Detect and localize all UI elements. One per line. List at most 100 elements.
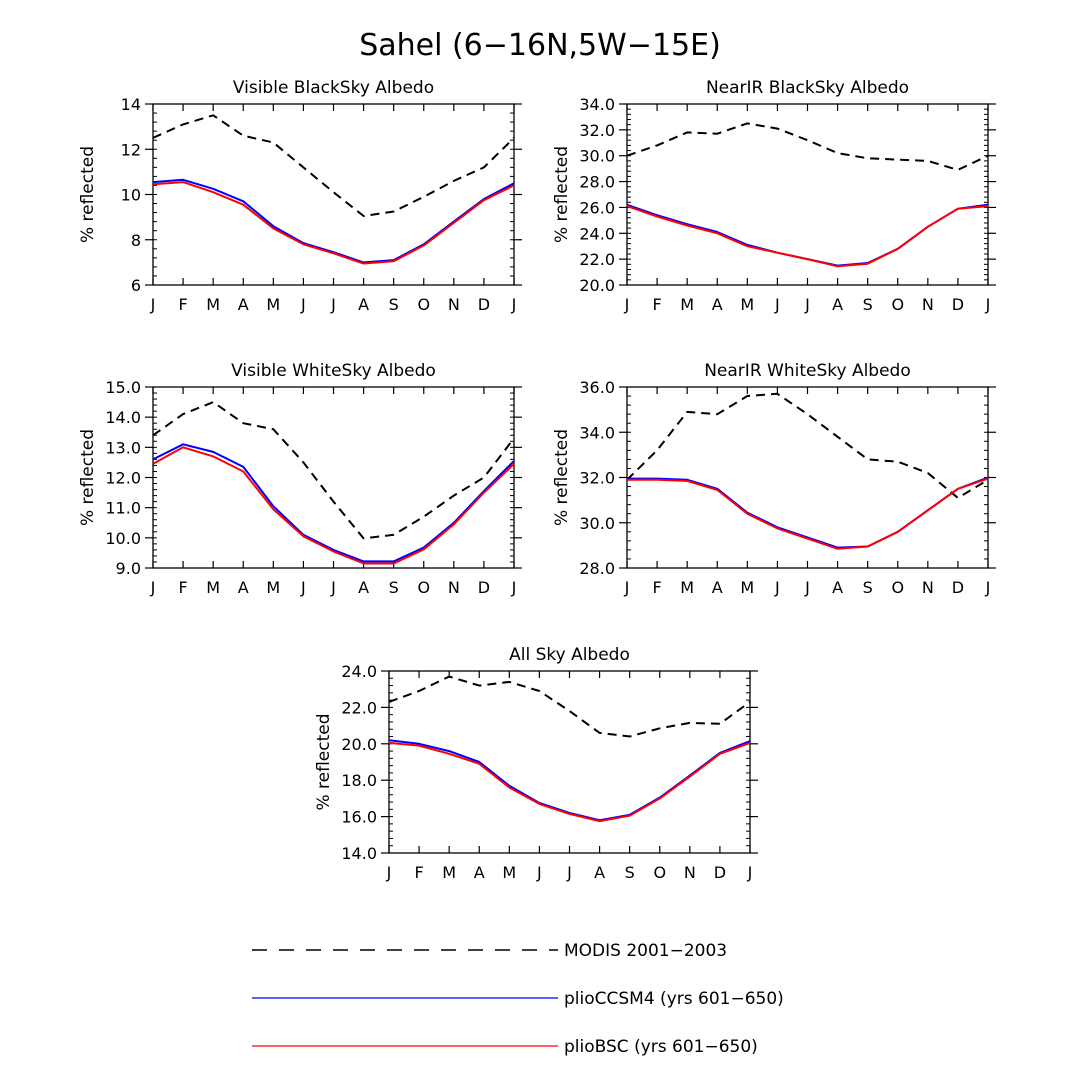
plot-frame bbox=[152, 103, 515, 286]
x-tick-label: F bbox=[414, 863, 423, 882]
y-axis-label: % reflected bbox=[552, 146, 572, 243]
x-tick-label: J bbox=[774, 578, 780, 597]
x-tick-label: M bbox=[680, 578, 694, 597]
y-tick-label: 9.0 bbox=[116, 559, 141, 578]
x-tick-label: M bbox=[502, 863, 516, 882]
legend-label: MODIS 2001−2003 bbox=[564, 941, 727, 961]
x-tick-label: M bbox=[206, 295, 220, 314]
x-tick-label: J bbox=[624, 578, 630, 597]
y-tick-label: 6 bbox=[131, 276, 141, 295]
y-tick-label: 28.0 bbox=[579, 173, 615, 192]
series-line-plioccsm4-yrs-601-650 bbox=[152, 178, 515, 264]
x-tick-label: J bbox=[511, 578, 517, 597]
x-tick-label: S bbox=[389, 578, 399, 597]
y-tick-label: 14 bbox=[121, 95, 141, 114]
x-tick-label: J bbox=[747, 863, 753, 882]
x-tick-label: A bbox=[712, 295, 723, 314]
y-tick-label: 26.0 bbox=[579, 198, 615, 217]
x-tick-label: J bbox=[150, 295, 156, 314]
x-tick-label: D bbox=[478, 578, 490, 597]
y-tick-label: 18.0 bbox=[341, 771, 377, 790]
figure-title: Sahel (6−16N,5W−15E) bbox=[359, 28, 721, 63]
x-tick-label: O bbox=[417, 295, 430, 314]
x-tick-label: A bbox=[238, 578, 249, 597]
y-tick-label: 14.0 bbox=[105, 408, 141, 427]
chart-title: NearIR WhiteSky Albedo bbox=[704, 361, 911, 381]
chart-title: All Sky Albedo bbox=[509, 645, 630, 665]
series-line-pliobsc-yrs-601-650 bbox=[627, 477, 989, 550]
legend-label: plioCCSM4 (yrs 601−650) bbox=[564, 989, 784, 1009]
y-axis-label: % reflected bbox=[78, 146, 98, 243]
legend-item-pliobsc-yrs-601-650: plioBSC (yrs 601−650) bbox=[252, 1037, 758, 1057]
y-tick-label: 20.0 bbox=[579, 276, 615, 295]
chart-title: NearIR BlackSky Albedo bbox=[706, 78, 909, 98]
x-tick-label: O bbox=[653, 863, 666, 882]
series-line-pliobsc-yrs-601-650 bbox=[626, 205, 989, 268]
series-line-pliobsc-yrs-601-650 bbox=[388, 741, 751, 823]
y-tick-label: 24.0 bbox=[579, 224, 615, 243]
x-tick-label: N bbox=[448, 578, 460, 597]
x-tick-label: A bbox=[832, 578, 843, 597]
y-tick-label: 12 bbox=[121, 140, 141, 159]
series-line-modis-2001-2003 bbox=[152, 401, 515, 540]
x-tick-label: S bbox=[863, 578, 873, 597]
y-tick-label: 12.0 bbox=[105, 469, 141, 488]
y-tick-label: 20.0 bbox=[341, 735, 377, 754]
x-tick-label: O bbox=[891, 578, 904, 597]
chart-title: Visible BlackSky Albedo bbox=[233, 78, 434, 98]
y-tick-label: 10 bbox=[121, 186, 141, 205]
series-line-plioccsm4-yrs-601-650 bbox=[152, 443, 515, 563]
x-tick-label: M bbox=[740, 578, 754, 597]
series-line-plioccsm4-yrs-601-650 bbox=[626, 203, 989, 267]
series-line-modis-2001-2003 bbox=[388, 675, 751, 738]
series-line-plioccsm4-yrs-601-650 bbox=[627, 476, 989, 549]
x-tick-label: A bbox=[832, 295, 843, 314]
x-tick-label: A bbox=[358, 578, 369, 597]
x-tick-label: J bbox=[330, 295, 336, 314]
y-tick-label: 32.0 bbox=[579, 121, 615, 140]
series-line-pliobsc-yrs-601-650 bbox=[152, 181, 515, 265]
y-tick-label: 34.0 bbox=[579, 423, 615, 442]
x-tick-label: A bbox=[238, 295, 249, 314]
x-tick-label: J bbox=[300, 295, 306, 314]
x-tick-label: J bbox=[330, 578, 336, 597]
x-tick-label: F bbox=[652, 578, 661, 597]
x-tick-label: M bbox=[680, 295, 694, 314]
x-tick-label: S bbox=[389, 295, 399, 314]
x-tick-label: M bbox=[266, 295, 280, 314]
x-tick-label: A bbox=[712, 578, 723, 597]
x-tick-label: A bbox=[358, 295, 369, 314]
x-tick-label: J bbox=[300, 578, 306, 597]
y-tick-label: 8 bbox=[131, 231, 141, 250]
legend-item-modis-2001-2003: MODIS 2001−2003 bbox=[252, 941, 727, 961]
x-tick-label: M bbox=[740, 295, 754, 314]
x-tick-label: D bbox=[478, 295, 490, 314]
x-tick-label: O bbox=[417, 578, 430, 597]
legend-item-plioccsm4-yrs-601-650: plioCCSM4 (yrs 601−650) bbox=[252, 989, 784, 1009]
x-tick-label: M bbox=[266, 578, 280, 597]
x-tick-label: S bbox=[625, 863, 635, 882]
x-tick-label: D bbox=[952, 578, 964, 597]
x-tick-label: J bbox=[774, 295, 780, 314]
x-tick-label: J bbox=[985, 578, 991, 597]
x-tick-label: D bbox=[714, 863, 726, 882]
x-tick-label: N bbox=[922, 295, 934, 314]
x-tick-label: J bbox=[536, 863, 542, 882]
x-tick-label: J bbox=[624, 295, 630, 314]
x-tick-label: J bbox=[804, 295, 810, 314]
y-tick-label: 32.0 bbox=[579, 469, 615, 488]
y-tick-label: 22.0 bbox=[341, 698, 377, 717]
x-tick-label: D bbox=[952, 295, 964, 314]
y-tick-label: 16.0 bbox=[341, 808, 377, 827]
y-tick-label: 30.0 bbox=[579, 514, 615, 533]
y-tick-label: 15.0 bbox=[105, 378, 141, 397]
plot-frame bbox=[388, 670, 751, 854]
series-line-modis-2001-2003 bbox=[626, 122, 989, 171]
chart-title: Visible WhiteSky Albedo bbox=[231, 361, 436, 381]
series-line-modis-2001-2003 bbox=[626, 392, 989, 499]
y-tick-label: 24.0 bbox=[341, 662, 377, 681]
